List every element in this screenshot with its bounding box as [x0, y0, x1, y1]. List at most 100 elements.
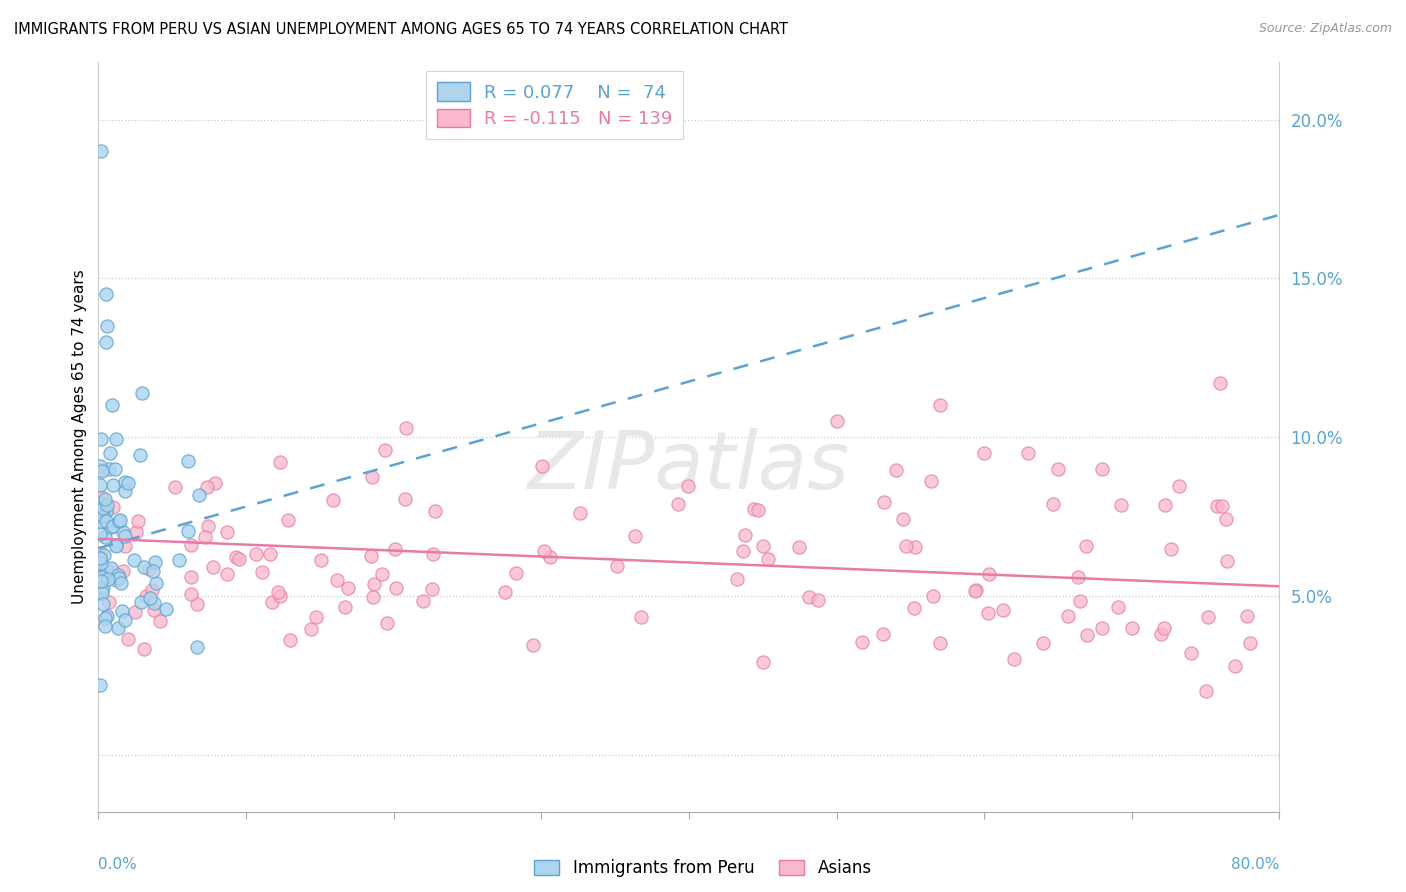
Point: [90, 462, 112, 476]
Point: [186, 640, 208, 654]
Point: [89, 527, 111, 541]
Point: [90, 432, 112, 446]
Point: [138, 561, 160, 575]
Point: [250, 565, 273, 579]
Point: [114, 539, 136, 553]
Point: [747, 502, 769, 516]
Point: [90, 570, 112, 584]
Point: [1042, 497, 1064, 511]
Point: [114, 484, 136, 499]
Point: [180, 538, 202, 552]
Text: 0.0%: 0.0%: [98, 856, 138, 871]
Point: [1195, 684, 1218, 698]
Point: [886, 463, 908, 477]
Point: [132, 559, 155, 574]
Text: ZIPatlas: ZIPatlas: [527, 428, 851, 506]
Point: [1091, 621, 1114, 635]
Point: [530, 458, 553, 473]
Point: [98, 446, 121, 460]
Point: [90, 583, 112, 598]
Point: [177, 454, 200, 468]
Point: [94, 619, 117, 633]
Point: [1046, 462, 1070, 476]
Point: [1211, 499, 1233, 513]
Point: [114, 529, 136, 543]
Point: [605, 559, 627, 574]
Point: [90, 557, 112, 571]
Point: [1153, 499, 1175, 513]
Point: [756, 551, 779, 566]
Point: [143, 555, 166, 569]
Point: [101, 500, 124, 514]
Point: [122, 553, 145, 567]
Point: [977, 606, 1000, 620]
Point: [335, 599, 357, 614]
Point: [731, 544, 754, 558]
Point: [145, 576, 167, 591]
Point: [412, 594, 434, 608]
Point: [225, 549, 247, 564]
Point: [111, 604, 134, 618]
Point: [1153, 621, 1175, 635]
Point: [104, 538, 127, 552]
Point: [1032, 636, 1054, 650]
Point: [90, 546, 112, 560]
Point: [799, 590, 821, 604]
Point: [1215, 512, 1237, 526]
Point: [807, 593, 830, 607]
Point: [139, 591, 162, 606]
Point: [94, 334, 117, 349]
Point: [104, 539, 127, 553]
Point: [107, 514, 129, 528]
Point: [1150, 627, 1173, 641]
Point: [891, 512, 914, 526]
Point: [725, 572, 748, 586]
Point: [90, 491, 112, 505]
Point: [142, 603, 165, 617]
Point: [752, 655, 775, 669]
Point: [215, 524, 238, 539]
Point: [1076, 628, 1098, 642]
Point: [96, 498, 118, 512]
Point: [422, 547, 444, 561]
Point: [104, 573, 127, 587]
Point: [363, 591, 385, 605]
Point: [1180, 646, 1202, 660]
Point: [89, 459, 111, 474]
Point: [187, 488, 209, 502]
Point: [259, 547, 281, 561]
Point: [963, 584, 986, 599]
Point: [395, 421, 418, 435]
Point: [94, 287, 117, 301]
Point: [1121, 621, 1143, 635]
Point: [94, 563, 117, 577]
Point: [1206, 499, 1229, 513]
Point: [262, 595, 284, 609]
Point: [90, 145, 112, 159]
Point: [375, 615, 398, 630]
Point: [363, 577, 385, 591]
Point: [93, 611, 115, 625]
Point: [361, 470, 384, 484]
Point: [91, 580, 114, 594]
Point: [103, 477, 125, 491]
Point: [197, 480, 219, 494]
Point: [630, 610, 652, 624]
Point: [128, 448, 150, 462]
Point: [107, 567, 129, 582]
Point: [108, 571, 131, 585]
Point: [89, 551, 111, 566]
Point: [1069, 594, 1091, 608]
Point: [96, 318, 118, 333]
Point: [1067, 569, 1090, 583]
Point: [676, 479, 699, 493]
Point: [494, 584, 516, 599]
Point: [1225, 658, 1247, 673]
Point: [374, 442, 396, 457]
Point: [326, 573, 349, 587]
Point: [177, 524, 200, 539]
Point: [90, 559, 112, 574]
Point: [1091, 462, 1114, 476]
Point: [1209, 376, 1232, 390]
Point: [204, 476, 226, 491]
